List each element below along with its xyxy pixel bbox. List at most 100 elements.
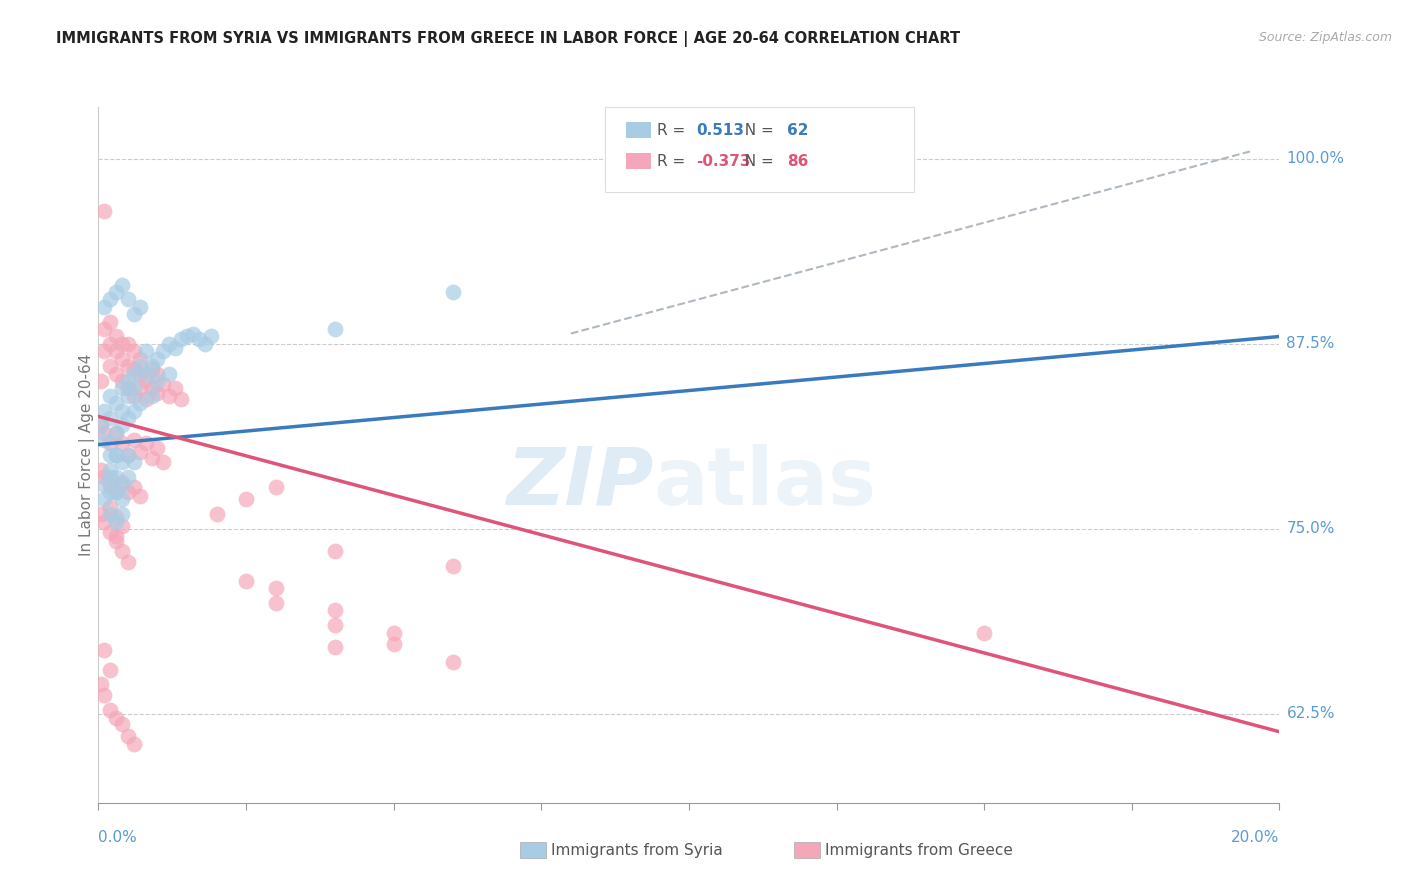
Point	[170, 333, 193, 347]
Text: IMMIGRANTS FROM SYRIA VS IMMIGRANTS FROM GREECE IN LABOR FORCE | AGE 20-64 CORRE: IMMIGRANTS FROM SYRIA VS IMMIGRANTS FROM…	[56, 31, 960, 47]
Point	[264, 581, 287, 595]
Point	[105, 515, 128, 529]
Point	[93, 403, 115, 417]
Point	[93, 322, 115, 336]
Point	[235, 492, 257, 507]
Point	[111, 381, 134, 395]
Point	[122, 344, 145, 359]
Point	[128, 367, 150, 381]
Point	[93, 300, 115, 314]
Point	[117, 411, 139, 425]
Point	[98, 337, 121, 351]
Text: 62.5%: 62.5%	[1286, 706, 1334, 722]
Point	[98, 315, 121, 329]
Point	[128, 381, 150, 395]
Point	[90, 507, 112, 521]
Point	[93, 492, 115, 507]
Point	[105, 533, 128, 548]
Point	[90, 418, 112, 433]
Point	[135, 392, 157, 406]
Point	[105, 329, 128, 343]
Point	[146, 441, 169, 455]
Point	[111, 277, 134, 292]
Text: Immigrants from Syria: Immigrants from Syria	[551, 843, 723, 857]
Point	[141, 389, 163, 403]
Point	[146, 374, 169, 388]
Point	[973, 625, 995, 640]
Text: 86: 86	[787, 154, 808, 169]
Point	[323, 603, 346, 617]
Point	[93, 515, 115, 529]
Point	[98, 484, 121, 499]
Point	[90, 677, 112, 691]
Point	[264, 481, 287, 495]
Point	[90, 374, 112, 388]
Point	[323, 544, 346, 558]
Text: R =: R =	[657, 154, 690, 169]
Point	[98, 436, 121, 450]
Point	[98, 477, 121, 491]
Point	[128, 359, 150, 373]
Point	[122, 433, 145, 447]
Point	[111, 455, 134, 469]
Point	[117, 729, 139, 743]
Point	[93, 433, 115, 447]
Point	[111, 477, 134, 491]
Point	[98, 470, 121, 484]
Text: N =: N =	[735, 123, 779, 137]
Point	[93, 688, 115, 702]
Point	[122, 367, 145, 381]
Point	[98, 463, 121, 477]
Point	[205, 507, 228, 521]
Point	[382, 625, 405, 640]
Point	[235, 574, 257, 588]
Point	[122, 307, 145, 321]
Point	[93, 643, 115, 657]
Point	[111, 418, 134, 433]
Point	[111, 436, 134, 450]
Point	[194, 337, 217, 351]
Point	[441, 655, 464, 669]
Text: R =: R =	[657, 123, 690, 137]
Point	[117, 374, 139, 388]
Point	[117, 359, 139, 373]
Point	[111, 403, 134, 417]
Point	[128, 489, 150, 503]
Point	[105, 448, 128, 462]
Text: 62: 62	[787, 123, 808, 137]
Point	[98, 389, 121, 403]
Point	[200, 329, 222, 343]
Point	[152, 344, 174, 359]
Text: Immigrants from Greece: Immigrants from Greece	[825, 843, 1014, 857]
Point	[122, 362, 145, 376]
Point	[323, 640, 346, 655]
Point	[181, 326, 204, 341]
Point	[141, 381, 163, 395]
Point	[93, 470, 115, 484]
Point	[111, 374, 134, 388]
Point	[111, 507, 134, 521]
Point	[128, 445, 150, 459]
Point	[105, 470, 128, 484]
Point	[105, 510, 128, 524]
Point	[146, 385, 169, 400]
Point	[98, 448, 121, 462]
Point	[441, 558, 464, 573]
Point	[111, 519, 134, 533]
Point	[157, 367, 180, 381]
Point	[117, 554, 139, 568]
Point	[323, 618, 346, 632]
Point	[111, 351, 134, 366]
Point	[105, 367, 128, 381]
Point	[90, 463, 112, 477]
Point	[105, 529, 128, 543]
Point	[152, 455, 174, 469]
Point	[117, 389, 139, 403]
Point	[111, 337, 134, 351]
Point	[105, 285, 128, 299]
Point	[146, 367, 169, 381]
Point	[122, 737, 145, 751]
Point	[128, 396, 150, 410]
Point	[141, 359, 163, 373]
Point	[146, 351, 169, 366]
